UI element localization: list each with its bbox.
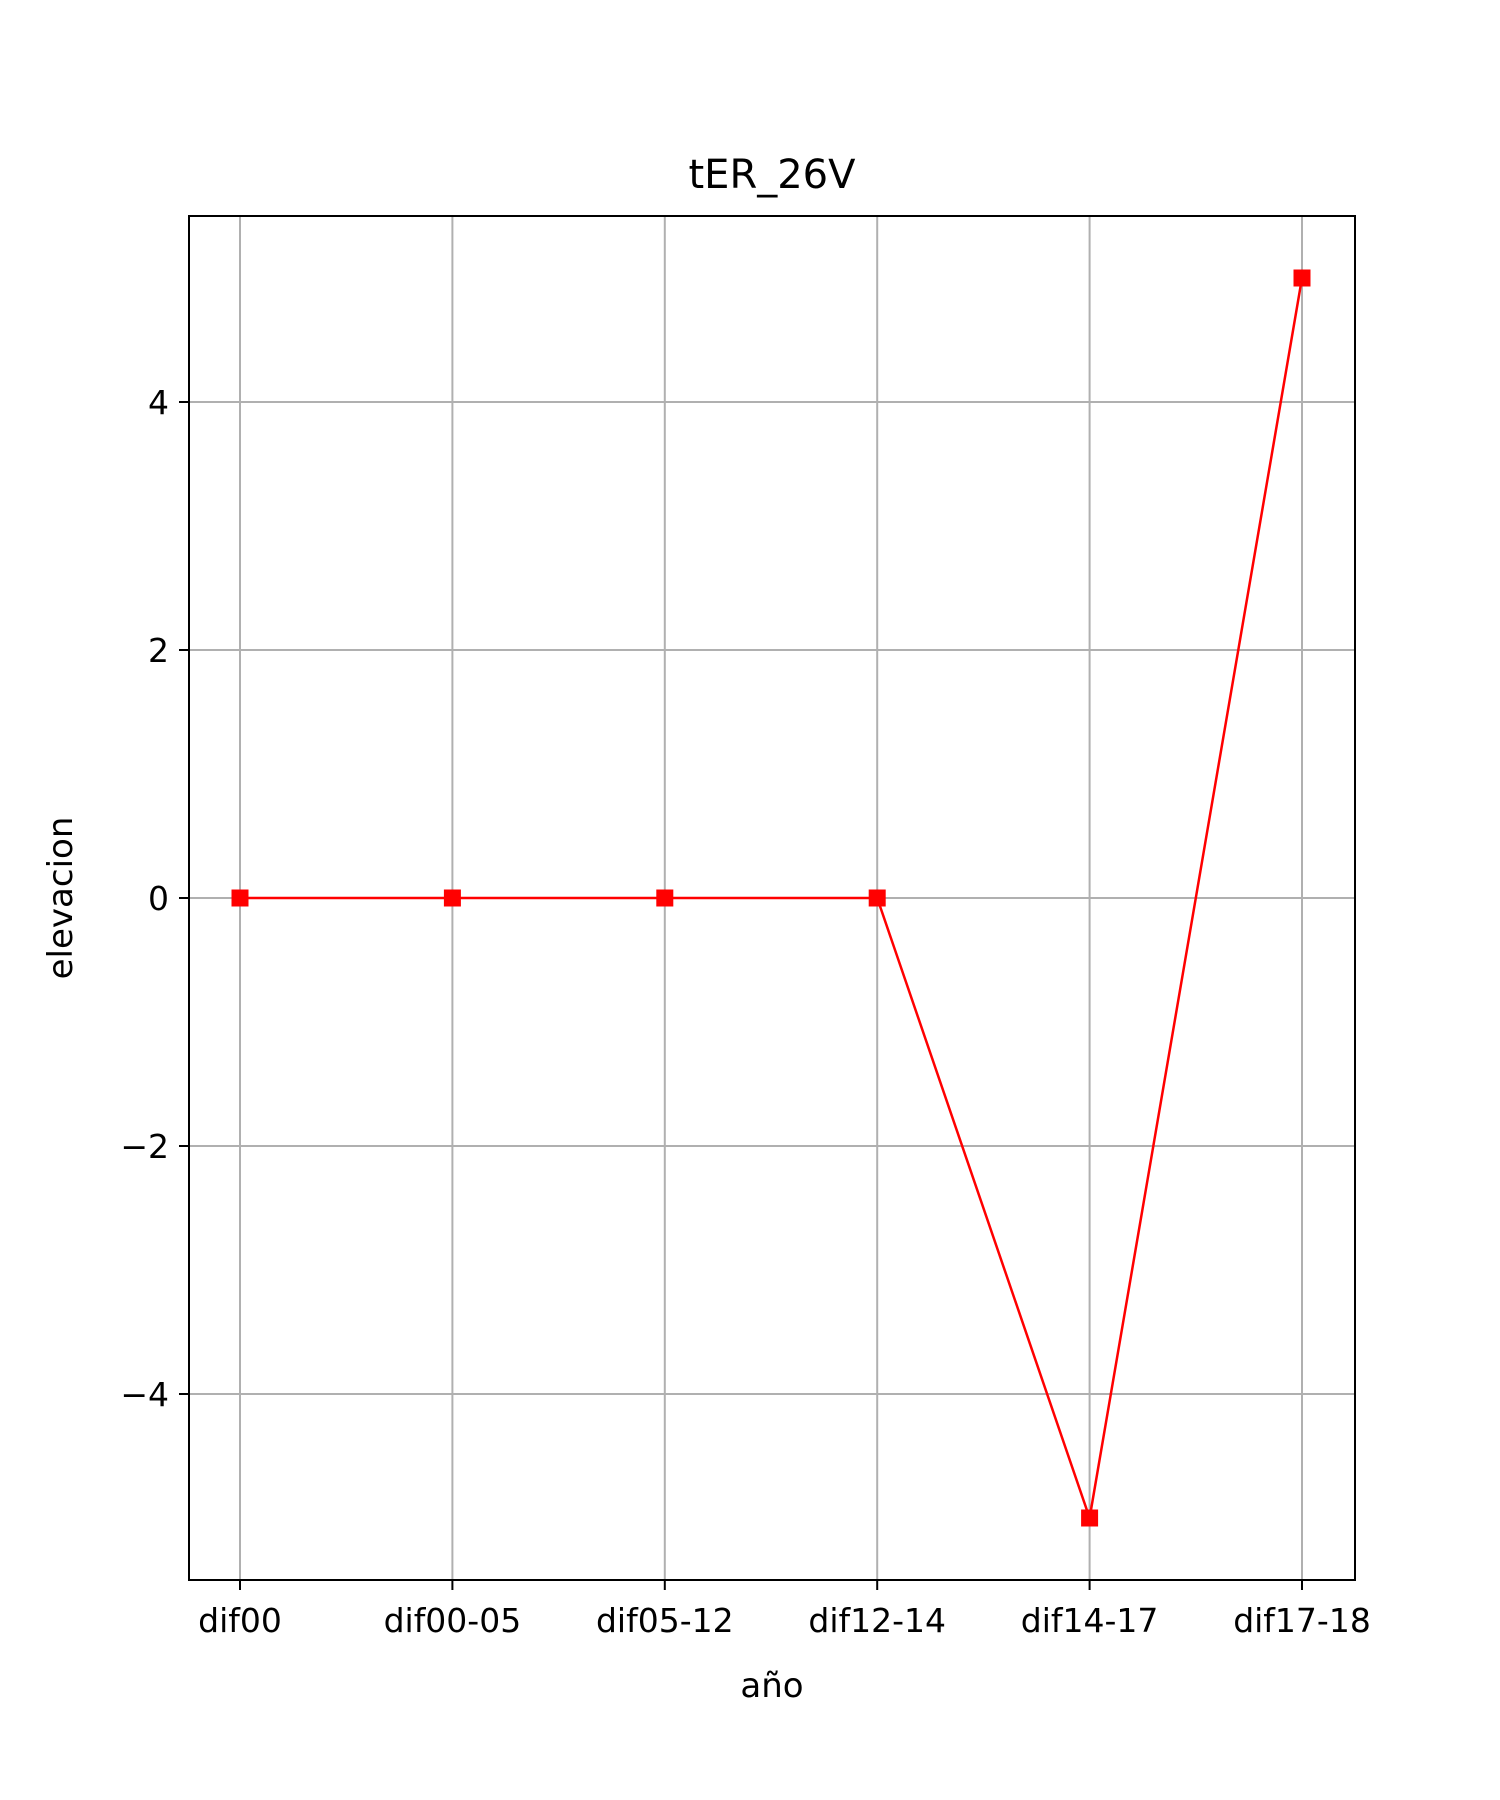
- data-point-marker: [1293, 269, 1311, 287]
- series-layer: [231, 269, 1311, 1527]
- series-line: [240, 277, 1304, 1519]
- y-tick-label: 2: [148, 631, 169, 670]
- x-tick-label: dif12-14: [808, 1601, 946, 1640]
- y-tick-label: 0: [148, 879, 169, 918]
- data-point-marker: [1081, 1509, 1099, 1527]
- data-point-marker: [231, 889, 249, 907]
- x-tick-label: dif00: [198, 1601, 282, 1640]
- chart-title: tER_26V: [688, 152, 856, 198]
- data-point-marker: [443, 889, 461, 907]
- y-tick-label: −2: [120, 1127, 169, 1166]
- y-tick-label: 4: [148, 383, 169, 422]
- ticks: dif00 dif00-05 dif05-12 dif12-14 dif14-17 dif…: [120, 383, 1370, 1640]
- x-tick-label: dif05-12: [596, 1601, 734, 1640]
- x-tick-label: dif17-18: [1233, 1601, 1371, 1640]
- data-point-marker: [868, 889, 886, 907]
- y-axis-label: elevacion: [41, 817, 81, 980]
- x-axis-label: año: [740, 1666, 803, 1706]
- x-tick-label: dif14-17: [1021, 1601, 1159, 1640]
- data-point-marker: [656, 889, 674, 907]
- x-tick-label: dif00-05: [384, 1601, 522, 1640]
- y-tick-label: −4: [120, 1375, 169, 1414]
